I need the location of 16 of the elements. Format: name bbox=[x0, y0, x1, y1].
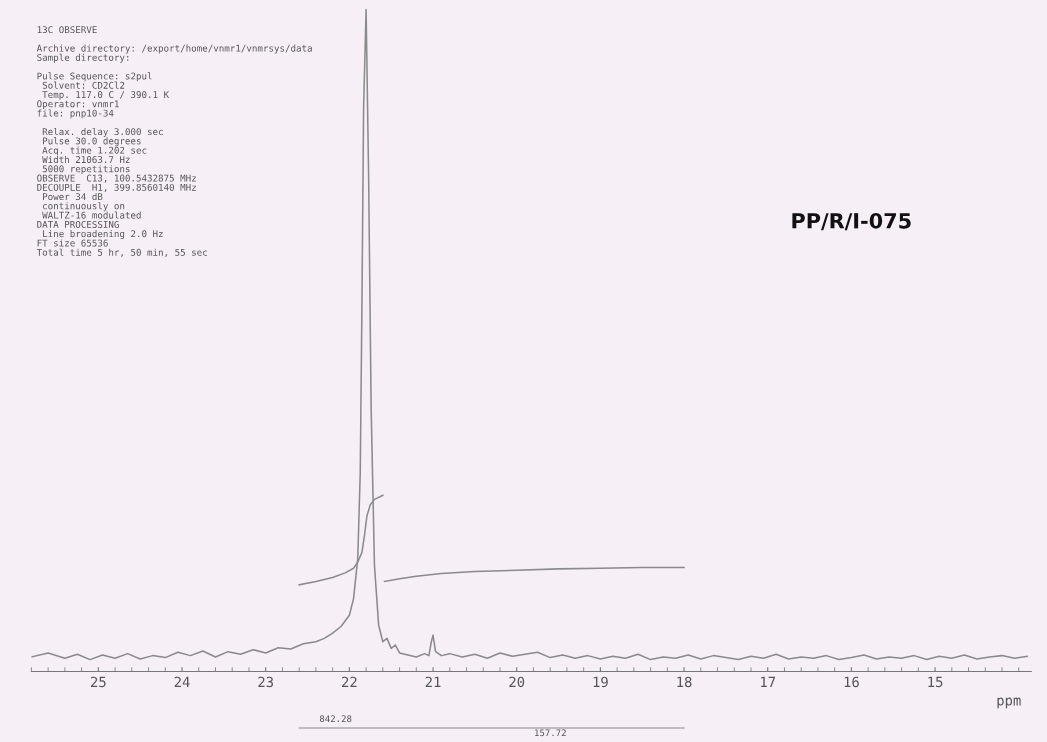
x-tick-label: 22 bbox=[342, 676, 357, 687]
text: 157.72 bbox=[535, 729, 566, 737]
text: 842.28 bbox=[319, 715, 352, 723]
x-tick-label: 21 bbox=[425, 676, 441, 687]
x-tick-label: 16 bbox=[844, 676, 859, 688]
x-tick-label: 18 bbox=[677, 676, 692, 688]
x-tick-label: 15 bbox=[928, 676, 943, 688]
annotation: PP/R/I-075 bbox=[792, 212, 911, 231]
text: 13C OBSERVE Archive directory: /export/home/vnmr1/vnmrsys/data Sample directory: Pulse Sequence: s2pul Solvent: CD2Cl2 Temp. 117.0 C / 390.1 K Operator: vnmr1 file: pnp10-34 Relax. delay 3.000 sec Pulse 30.0 degrees Acq. time 1.202 sec Width 21063.7 Hz 5000 repetitions OBSERVE C13, 100.5432875 MHz DECOUPLE H1, 399.8560140 MHz Power 34 dB continuously on WALTZ-16 modulated DATA PROCESSING Line broadening 2.0 Hz FT size 65536 Total time 5 hr, 50 min, 55 sec bbox=[36, 26, 312, 257]
x-tick-label: 24 bbox=[174, 676, 190, 687]
x-axis-title: ppm bbox=[997, 697, 1021, 709]
x-tick-label: 25 bbox=[91, 676, 106, 688]
x-tick-label: 17 bbox=[761, 676, 776, 687]
x-tick-label: 23 bbox=[258, 676, 274, 688]
x-tick-label: 20 bbox=[509, 676, 525, 688]
x-tick-label: 19 bbox=[593, 676, 608, 688]
